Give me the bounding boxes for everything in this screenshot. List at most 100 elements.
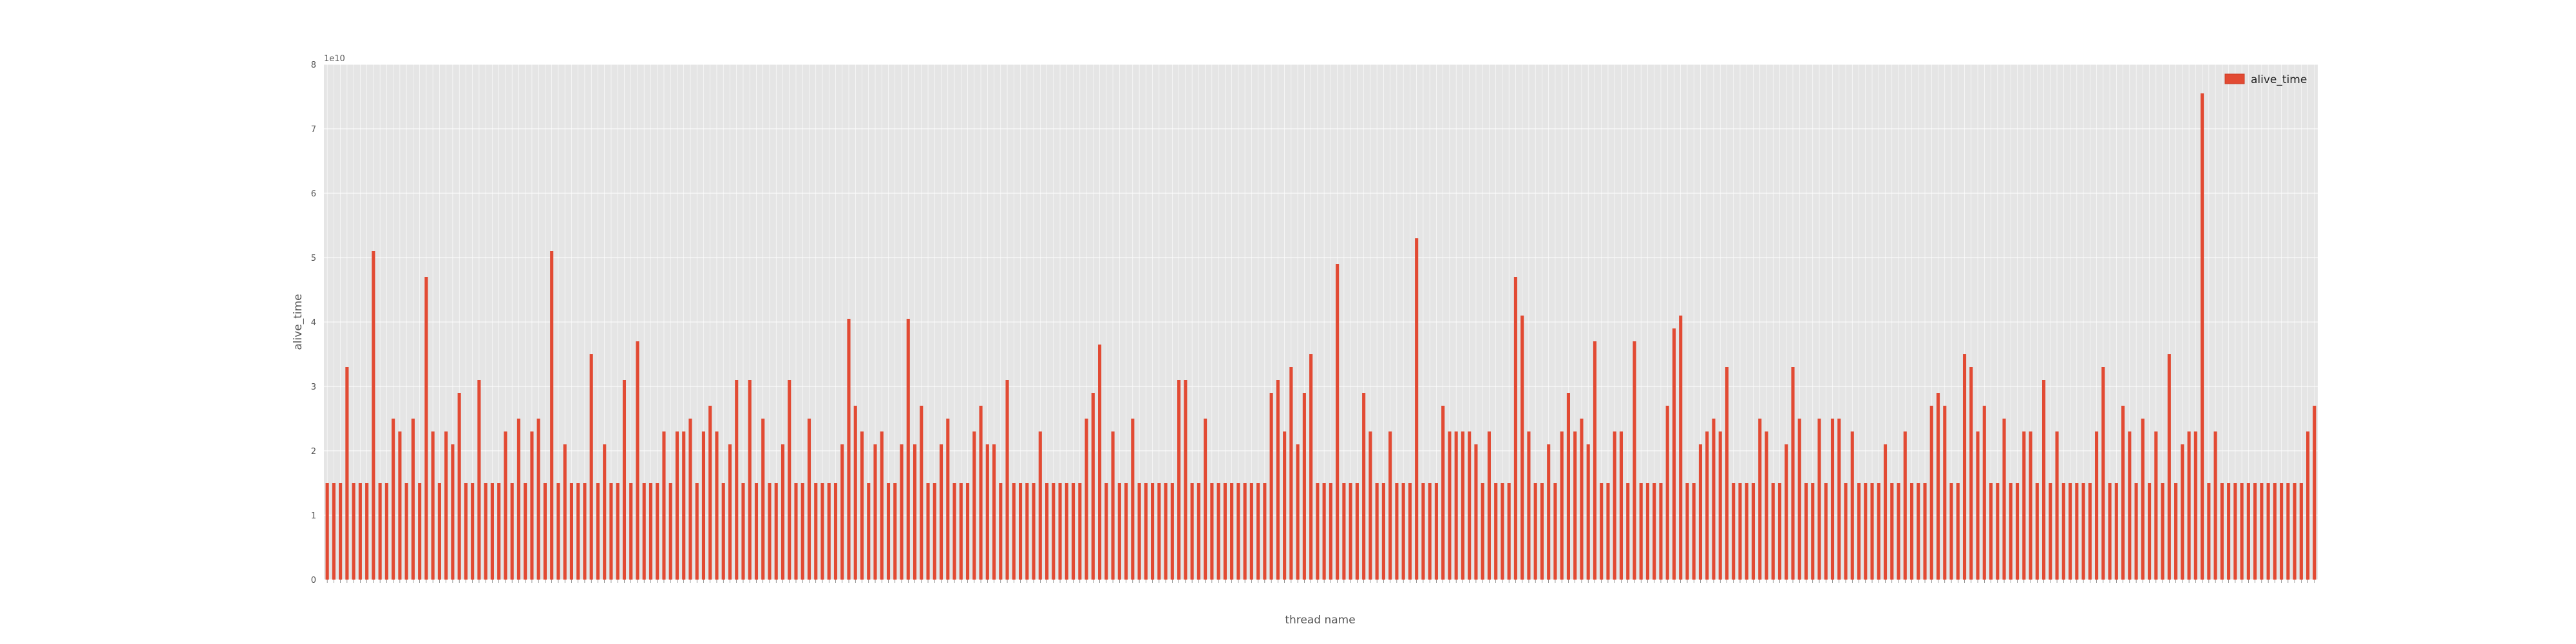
bar <box>451 444 455 580</box>
bar <box>1223 483 1227 580</box>
bar <box>900 444 904 580</box>
bar <box>1415 238 1419 580</box>
bar <box>1817 419 1821 580</box>
bar <box>1375 483 1379 580</box>
bar <box>1936 393 1940 580</box>
bar <box>1217 483 1220 580</box>
bar <box>325 483 329 580</box>
bar <box>1586 444 1590 580</box>
bar <box>2273 483 2277 580</box>
bar <box>424 277 428 580</box>
bar <box>794 483 798 580</box>
bar <box>1553 483 1557 580</box>
bar <box>840 444 844 580</box>
bar <box>2108 483 2112 580</box>
bar <box>1857 483 1861 580</box>
bar <box>2260 483 2264 580</box>
bar <box>2201 93 2204 580</box>
bar <box>1329 483 1332 580</box>
bar <box>1785 444 1788 580</box>
bar <box>1091 393 1095 580</box>
bar <box>1025 483 1029 580</box>
bar <box>1243 483 1247 580</box>
bar <box>913 444 917 580</box>
bar <box>1289 367 1293 580</box>
bar <box>1725 367 1729 580</box>
bar <box>1738 483 1742 580</box>
bar <box>372 251 375 580</box>
bar <box>1355 483 1359 580</box>
bar <box>1606 483 1610 580</box>
bar <box>1811 483 1815 580</box>
bar <box>589 354 593 580</box>
bar <box>339 483 343 580</box>
legend: alive_time <box>2224 73 2307 86</box>
bar <box>2207 483 2211 580</box>
bar <box>1256 483 1260 580</box>
bar <box>2022 431 2026 580</box>
bar <box>1560 431 1564 580</box>
bar <box>735 380 739 580</box>
bar <box>2313 406 2316 580</box>
bar <box>384 483 388 580</box>
bar <box>728 444 732 580</box>
bar <box>985 444 989 580</box>
bar <box>1976 431 1980 580</box>
bar <box>1078 483 1082 580</box>
bar <box>860 431 864 580</box>
bar <box>1520 316 1524 580</box>
bar <box>833 483 838 580</box>
bar <box>616 483 620 580</box>
bar <box>715 431 719 580</box>
bar <box>1969 367 1973 580</box>
bar <box>1131 419 1135 580</box>
bar <box>516 419 520 580</box>
bar <box>1732 483 1736 580</box>
bar <box>1421 483 1425 580</box>
bar <box>642 483 646 580</box>
bar <box>992 444 996 580</box>
bar <box>1401 483 1405 580</box>
bar <box>1487 431 1491 580</box>
bar <box>1745 483 1748 580</box>
bar <box>1791 367 1795 580</box>
bar <box>622 380 627 580</box>
bar <box>1058 483 1062 580</box>
bar <box>748 380 752 580</box>
bar <box>741 483 745 580</box>
bar <box>1929 406 1933 580</box>
bar <box>2240 483 2244 580</box>
bar <box>345 367 349 580</box>
bar <box>2061 483 2065 580</box>
bar <box>886 483 891 580</box>
bar <box>2266 483 2270 580</box>
bar <box>603 444 607 580</box>
bar <box>1501 483 1504 580</box>
bar <box>1679 316 1683 580</box>
bar <box>1032 483 1036 580</box>
bar <box>524 483 527 580</box>
bar <box>437 483 441 580</box>
bar <box>2101 367 2105 580</box>
bar <box>536 419 540 580</box>
bar <box>853 406 857 580</box>
bar <box>2029 431 2032 580</box>
bar <box>1619 431 1624 580</box>
legend-swatch <box>2224 73 2245 84</box>
bar <box>1474 444 1478 580</box>
bar <box>1428 483 1432 580</box>
bar <box>754 483 759 580</box>
bar <box>781 444 785 580</box>
bar <box>1381 483 1385 580</box>
bar <box>2181 444 2184 580</box>
bar <box>774 483 778 580</box>
bar <box>1956 483 1960 580</box>
bar <box>2049 483 2052 580</box>
bar <box>1949 483 1953 580</box>
bar <box>2213 431 2217 580</box>
bar <box>569 483 573 580</box>
y-tick-label: 4 <box>311 318 316 328</box>
bar <box>807 419 811 580</box>
bar <box>1982 406 1986 580</box>
bar <box>1342 483 1346 580</box>
